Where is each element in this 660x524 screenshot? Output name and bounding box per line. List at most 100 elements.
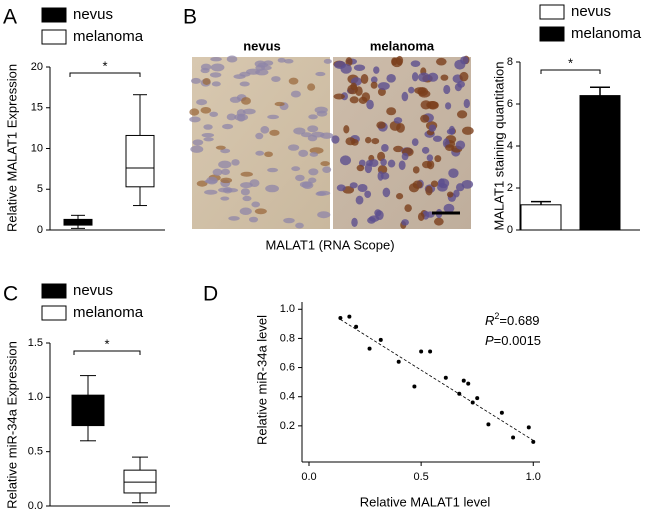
r-value: =0.689 xyxy=(499,313,539,328)
cell xyxy=(240,182,253,189)
cell xyxy=(404,204,412,213)
cell xyxy=(375,210,384,221)
y-tick-label: 0.5 xyxy=(28,446,43,458)
cell xyxy=(267,114,279,120)
point xyxy=(378,337,383,342)
cell xyxy=(360,73,369,84)
cell xyxy=(264,151,273,158)
cell xyxy=(457,80,465,88)
point xyxy=(412,384,417,389)
significance-label: * xyxy=(102,58,107,73)
significance-bracket xyxy=(73,350,141,355)
cell xyxy=(241,97,251,105)
cell xyxy=(380,158,387,166)
cell xyxy=(229,96,241,103)
cell xyxy=(295,174,305,182)
cell xyxy=(251,201,261,208)
cell xyxy=(288,144,300,151)
y-tick-label: 1.5 xyxy=(28,337,43,349)
cell xyxy=(391,57,398,66)
cell xyxy=(200,67,210,74)
cell xyxy=(367,217,376,224)
box xyxy=(123,469,157,494)
cell xyxy=(255,150,265,156)
y-tick-label: 20 xyxy=(31,61,43,73)
cell xyxy=(386,107,397,116)
significance-label: * xyxy=(104,336,109,351)
cell xyxy=(377,82,390,91)
cell xyxy=(393,145,404,153)
cell xyxy=(371,137,380,145)
cell xyxy=(366,99,374,110)
cell xyxy=(459,71,469,82)
cell xyxy=(269,129,280,136)
cell xyxy=(196,99,208,106)
significance-bracket xyxy=(540,69,601,74)
cell xyxy=(277,57,286,63)
cell xyxy=(393,117,403,124)
panel-letter: C xyxy=(3,283,18,306)
cell xyxy=(462,126,474,135)
cell xyxy=(345,137,356,146)
cell xyxy=(211,81,221,87)
cell xyxy=(418,72,430,82)
cell xyxy=(435,57,447,66)
r-squared: R2=0.689 xyxy=(485,311,540,328)
cell xyxy=(355,195,364,205)
cell xyxy=(206,176,218,185)
cell xyxy=(358,96,368,104)
legend-swatch xyxy=(539,26,565,42)
cell xyxy=(212,168,223,176)
cell xyxy=(401,219,409,226)
cell xyxy=(242,108,256,115)
x-tick-label: 0.5 xyxy=(413,471,428,483)
cell xyxy=(396,55,404,66)
cell xyxy=(443,203,455,213)
cell xyxy=(314,106,328,114)
legend-label: nevus xyxy=(571,3,611,20)
cell xyxy=(288,77,299,85)
y-axis-label: MALAT1 staining quantitation xyxy=(491,62,506,231)
x-axis-label: Relative MALAT1 level xyxy=(360,494,491,509)
cell xyxy=(203,137,214,142)
cell xyxy=(189,108,200,116)
legend-label: melanoma xyxy=(73,304,144,321)
point xyxy=(443,375,448,380)
cell xyxy=(339,155,352,166)
y-axis-label: Relative miR-34a Expression xyxy=(4,341,19,509)
legend-swatch xyxy=(41,7,67,23)
cell xyxy=(226,55,238,63)
cell xyxy=(349,96,359,104)
image-label: nevus xyxy=(243,38,281,53)
cell xyxy=(209,111,219,117)
cell xyxy=(421,146,430,154)
cell xyxy=(192,139,204,146)
cell xyxy=(283,217,295,224)
y-tick-label: 0.0 xyxy=(28,500,43,512)
panel-letter: B xyxy=(183,6,197,29)
cell xyxy=(222,123,234,130)
cell xyxy=(445,102,452,110)
cell xyxy=(248,216,259,223)
cell xyxy=(309,152,319,157)
cell xyxy=(411,138,419,146)
legend-label: nevus xyxy=(73,282,113,299)
point xyxy=(531,439,536,444)
bar xyxy=(520,204,562,231)
legend-label: nevus xyxy=(73,6,113,23)
cell xyxy=(293,127,306,135)
cell xyxy=(291,166,301,172)
y-tick-label: 0.4 xyxy=(280,391,295,403)
cell xyxy=(448,168,459,179)
cell xyxy=(350,82,358,91)
cell xyxy=(370,76,378,84)
cell xyxy=(254,60,266,68)
cell xyxy=(376,121,386,129)
cell xyxy=(261,65,272,71)
cell xyxy=(228,216,240,221)
cell xyxy=(428,124,437,132)
cell xyxy=(412,180,423,189)
cell xyxy=(398,160,406,171)
cell xyxy=(401,152,409,161)
